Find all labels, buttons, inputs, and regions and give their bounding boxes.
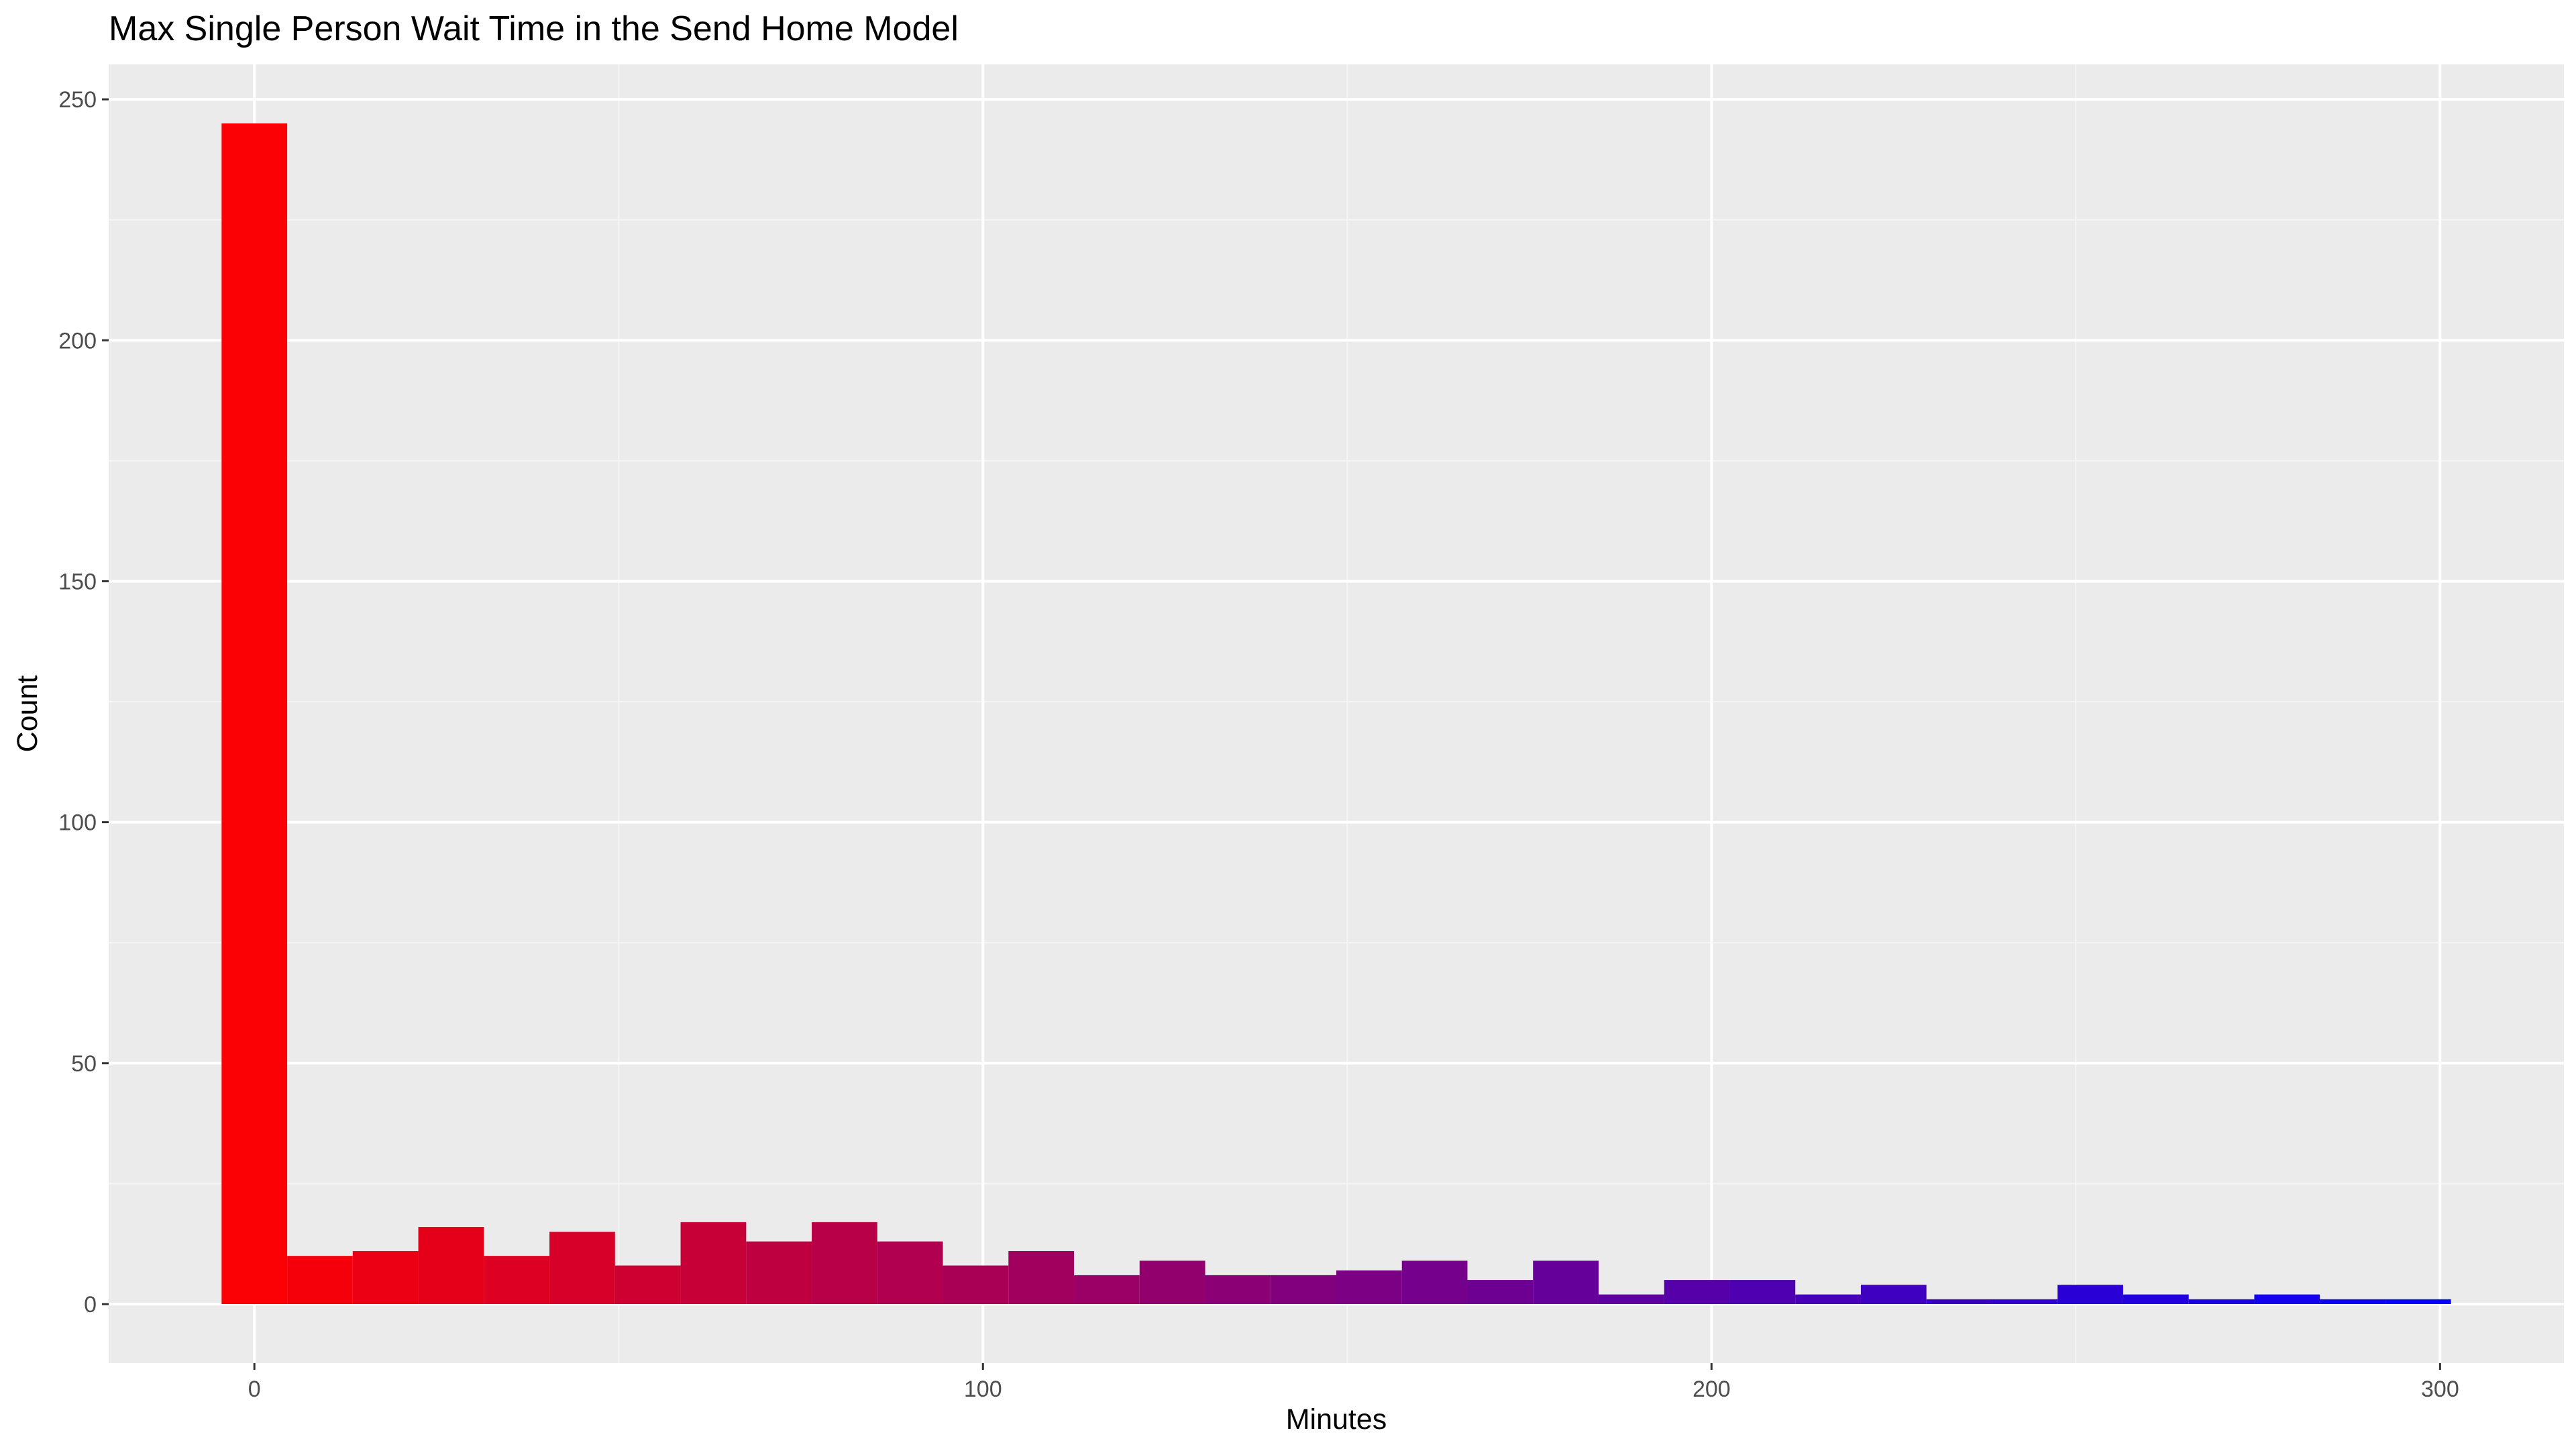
histogram-bar	[221, 123, 288, 1304]
x-axis-tick-label: 100	[964, 1377, 1002, 1402]
x-axis-tick-label: 200	[1693, 1377, 1731, 1402]
histogram-bar	[1598, 1294, 1664, 1304]
x-axis-title: Minutes	[1286, 1403, 1387, 1436]
histogram-bar	[877, 1241, 943, 1304]
chart-title: Max Single Person Wait Time in the Send …	[109, 9, 959, 48]
y-axis-title: Count	[11, 676, 44, 753]
histogram-bar	[2057, 1285, 2123, 1304]
histogram-bar	[2385, 1299, 2451, 1304]
y-axis-ticks: 0 50 100 150 200 250	[58, 87, 109, 1318]
histogram-bar	[943, 1265, 1009, 1304]
histogram-bar	[1074, 1275, 1140, 1304]
histogram-bar	[2254, 1294, 2320, 1304]
histogram-bar	[418, 1227, 484, 1304]
y-axis-tick-label: 0	[84, 1292, 97, 1318]
histogram-bar	[2320, 1299, 2385, 1304]
histogram-bar	[812, 1222, 877, 1304]
y-axis-tick-label: 250	[58, 87, 97, 113]
histogram-bar	[484, 1256, 550, 1304]
histogram-bar	[614, 1265, 681, 1304]
plot-panel	[109, 64, 2564, 1363]
histogram-bar	[1139, 1260, 1205, 1304]
bars	[221, 123, 2451, 1304]
histogram-bar	[287, 1256, 353, 1304]
histogram-bar	[1401, 1260, 1468, 1304]
histogram-bar	[1860, 1285, 1927, 1304]
histogram-bar	[2188, 1299, 2255, 1304]
histogram-bar	[1795, 1294, 1861, 1304]
x-axis-ticks: 0 100 200 300	[248, 1363, 2459, 1402]
x-axis-tick-label: 0	[248, 1377, 261, 1402]
y-axis-tick-label: 150	[58, 569, 97, 594]
histogram-bar	[1926, 1299, 1992, 1304]
histogram-bar	[1664, 1280, 1730, 1304]
histogram-bar	[1336, 1270, 1402, 1304]
histogram-bar	[1271, 1275, 1336, 1304]
histogram-bar	[352, 1250, 419, 1304]
y-axis-tick-label: 100	[58, 810, 97, 836]
y-axis-tick-label: 200	[58, 328, 97, 354]
histogram-bar	[2123, 1294, 2189, 1304]
histogram-bar	[746, 1241, 812, 1304]
histogram-bar	[1205, 1275, 1271, 1304]
histogram-bar	[1533, 1260, 1599, 1304]
histogram-bar	[549, 1232, 615, 1304]
y-axis-tick-label: 50	[71, 1051, 97, 1077]
histogram-bar	[1992, 1299, 2058, 1304]
histogram-bar	[680, 1222, 747, 1304]
histogram-bar	[1729, 1280, 1796, 1304]
histogram-bar	[1008, 1250, 1075, 1304]
histogram-bar	[1467, 1280, 1534, 1304]
x-axis-tick-label: 300	[2421, 1377, 2459, 1402]
